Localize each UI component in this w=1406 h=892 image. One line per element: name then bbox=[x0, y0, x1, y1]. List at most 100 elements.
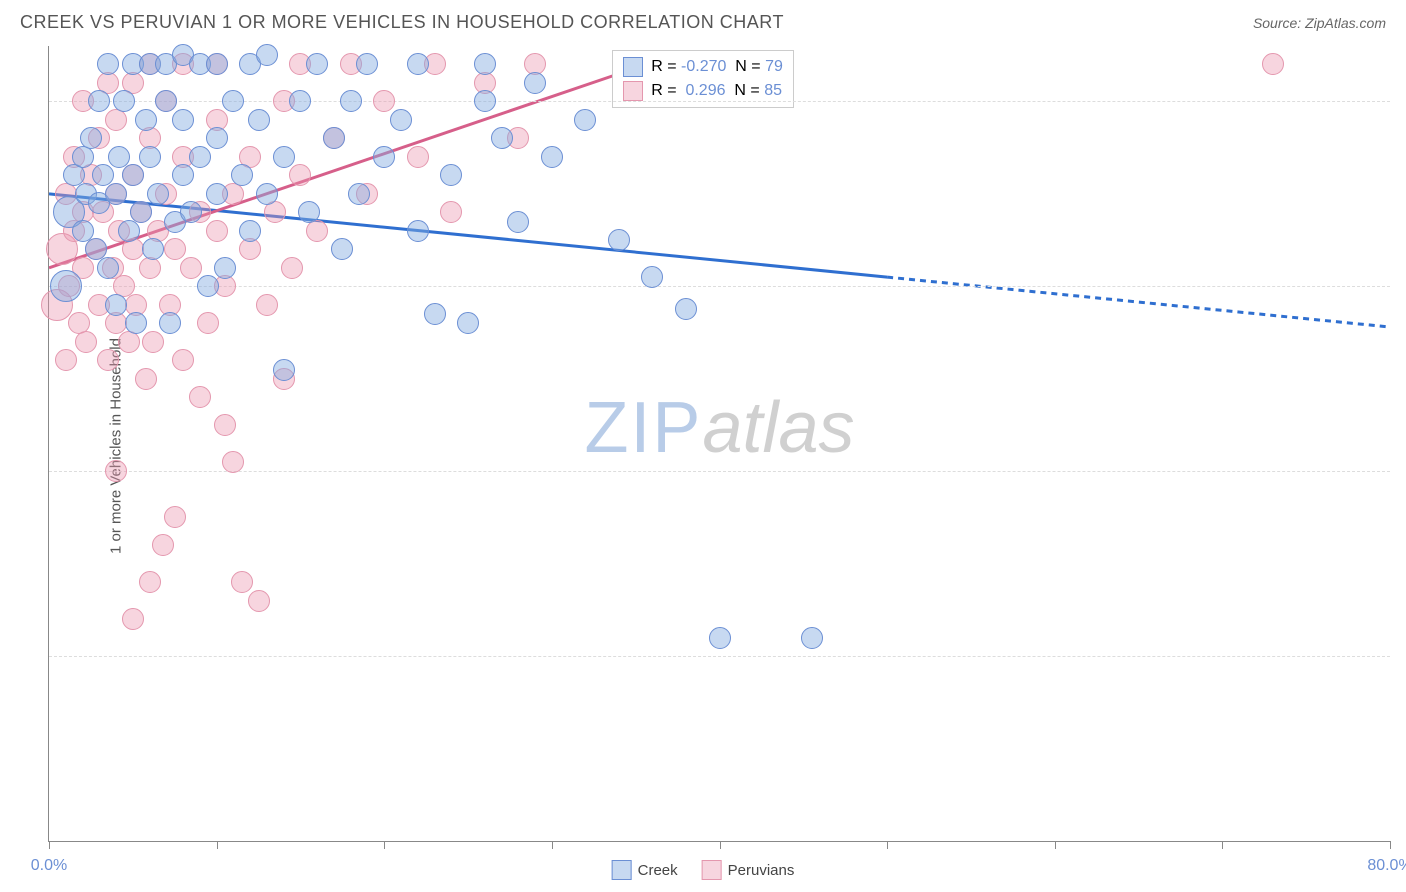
data-point-peruvians bbox=[214, 414, 236, 436]
x-tick-label: 0.0% bbox=[31, 857, 67, 875]
data-point-creek bbox=[306, 53, 328, 75]
data-point-creek bbox=[214, 257, 236, 279]
x-tick bbox=[1055, 841, 1056, 849]
data-point-creek bbox=[172, 164, 194, 186]
data-point-peruvians bbox=[256, 294, 278, 316]
source-label: Source: ZipAtlas.com bbox=[1253, 15, 1386, 31]
data-point-peruvians bbox=[164, 506, 186, 528]
watermark: ZIPatlas bbox=[584, 387, 854, 469]
data-point-creek bbox=[105, 294, 127, 316]
data-point-creek bbox=[139, 146, 161, 168]
data-point-peruvians bbox=[122, 238, 144, 260]
x-tick bbox=[384, 841, 385, 849]
data-point-creek bbox=[273, 146, 295, 168]
data-point-creek bbox=[147, 183, 169, 205]
data-point-peruvians bbox=[139, 257, 161, 279]
data-point-creek bbox=[440, 164, 462, 186]
data-point-creek bbox=[507, 211, 529, 233]
data-point-creek bbox=[675, 298, 697, 320]
data-point-creek bbox=[125, 312, 147, 334]
data-point-creek bbox=[524, 72, 546, 94]
data-point-creek bbox=[135, 109, 157, 131]
data-point-creek bbox=[390, 109, 412, 131]
data-point-creek bbox=[206, 53, 228, 75]
data-point-creek bbox=[256, 183, 278, 205]
x-tick-label: 80.0% bbox=[1367, 857, 1406, 875]
x-tick bbox=[217, 841, 218, 849]
data-point-creek bbox=[231, 164, 253, 186]
x-tick bbox=[887, 841, 888, 849]
data-point-creek bbox=[142, 238, 164, 260]
correlation-legend: R = -0.270 N = 79 R = 0.296 N = 85 bbox=[612, 50, 794, 108]
data-point-peruvians bbox=[206, 220, 228, 242]
data-point-peruvians bbox=[97, 349, 119, 371]
data-point-creek bbox=[105, 183, 127, 205]
data-point-peruvians bbox=[1262, 53, 1284, 75]
data-point-peruvians bbox=[231, 571, 253, 593]
y-tick-label: 70.0% bbox=[1400, 647, 1406, 665]
swatch-peruvians bbox=[623, 81, 643, 101]
data-point-peruvians bbox=[222, 451, 244, 473]
data-point-creek bbox=[356, 53, 378, 75]
data-point-creek bbox=[50, 270, 82, 302]
chart-title: CREEK VS PERUVIAN 1 OR MORE VEHICLES IN … bbox=[20, 12, 784, 33]
data-point-creek bbox=[273, 359, 295, 381]
data-point-peruvians bbox=[139, 571, 161, 593]
data-point-peruvians bbox=[289, 164, 311, 186]
y-tick-label: 100.0% bbox=[1400, 92, 1406, 110]
data-point-peruvians bbox=[189, 386, 211, 408]
swatch-creek-icon bbox=[612, 860, 632, 880]
legend-row-peruvians: R = 0.296 N = 85 bbox=[623, 79, 783, 103]
data-point-creek bbox=[424, 303, 446, 325]
data-point-peruvians bbox=[407, 146, 429, 168]
x-tick bbox=[552, 841, 553, 849]
data-point-creek bbox=[189, 146, 211, 168]
legend-item-peruvians: Peruvians bbox=[702, 860, 795, 880]
data-point-creek bbox=[248, 109, 270, 131]
data-point-creek bbox=[491, 127, 513, 149]
data-point-creek bbox=[80, 127, 102, 149]
data-point-peruvians bbox=[281, 257, 303, 279]
data-point-peruvians bbox=[172, 349, 194, 371]
data-point-creek bbox=[709, 627, 731, 649]
data-point-creek bbox=[159, 312, 181, 334]
data-point-creek bbox=[197, 275, 219, 297]
data-point-creek bbox=[122, 164, 144, 186]
data-point-peruvians bbox=[105, 460, 127, 482]
data-point-creek bbox=[256, 44, 278, 66]
data-point-peruvians bbox=[197, 312, 219, 334]
data-point-peruvians bbox=[440, 201, 462, 223]
swatch-creek bbox=[623, 57, 643, 77]
data-point-creek bbox=[641, 266, 663, 288]
data-point-creek bbox=[180, 201, 202, 223]
data-point-creek bbox=[155, 90, 177, 112]
chart-plot-area: ZIPatlas R = -0.270 N = 79 R = 0.296 N =… bbox=[48, 46, 1390, 842]
gridline bbox=[49, 286, 1390, 287]
data-point-creek bbox=[97, 257, 119, 279]
legend-row-creek: R = -0.270 N = 79 bbox=[623, 55, 783, 79]
data-point-peruvians bbox=[55, 349, 77, 371]
data-point-creek bbox=[407, 53, 429, 75]
data-point-creek bbox=[88, 90, 110, 112]
data-point-creek bbox=[474, 53, 496, 75]
data-point-creek bbox=[340, 90, 362, 112]
data-point-peruvians bbox=[122, 608, 144, 630]
data-point-creek bbox=[457, 312, 479, 334]
data-point-creek bbox=[130, 201, 152, 223]
data-point-creek bbox=[331, 238, 353, 260]
data-point-peruvians bbox=[164, 238, 186, 260]
data-point-peruvians bbox=[135, 368, 157, 390]
data-point-peruvians bbox=[180, 257, 202, 279]
data-point-creek bbox=[348, 183, 370, 205]
data-point-creek bbox=[407, 220, 429, 242]
gridline bbox=[49, 656, 1390, 657]
data-point-creek bbox=[113, 90, 135, 112]
data-point-creek bbox=[289, 90, 311, 112]
data-point-creek bbox=[206, 183, 228, 205]
swatch-peruvians-icon bbox=[702, 860, 722, 880]
legend-item-creek: Creek bbox=[612, 860, 678, 880]
data-point-creek bbox=[239, 220, 261, 242]
data-point-peruvians bbox=[142, 331, 164, 353]
x-tick bbox=[1222, 841, 1223, 849]
gridline bbox=[49, 101, 1390, 102]
